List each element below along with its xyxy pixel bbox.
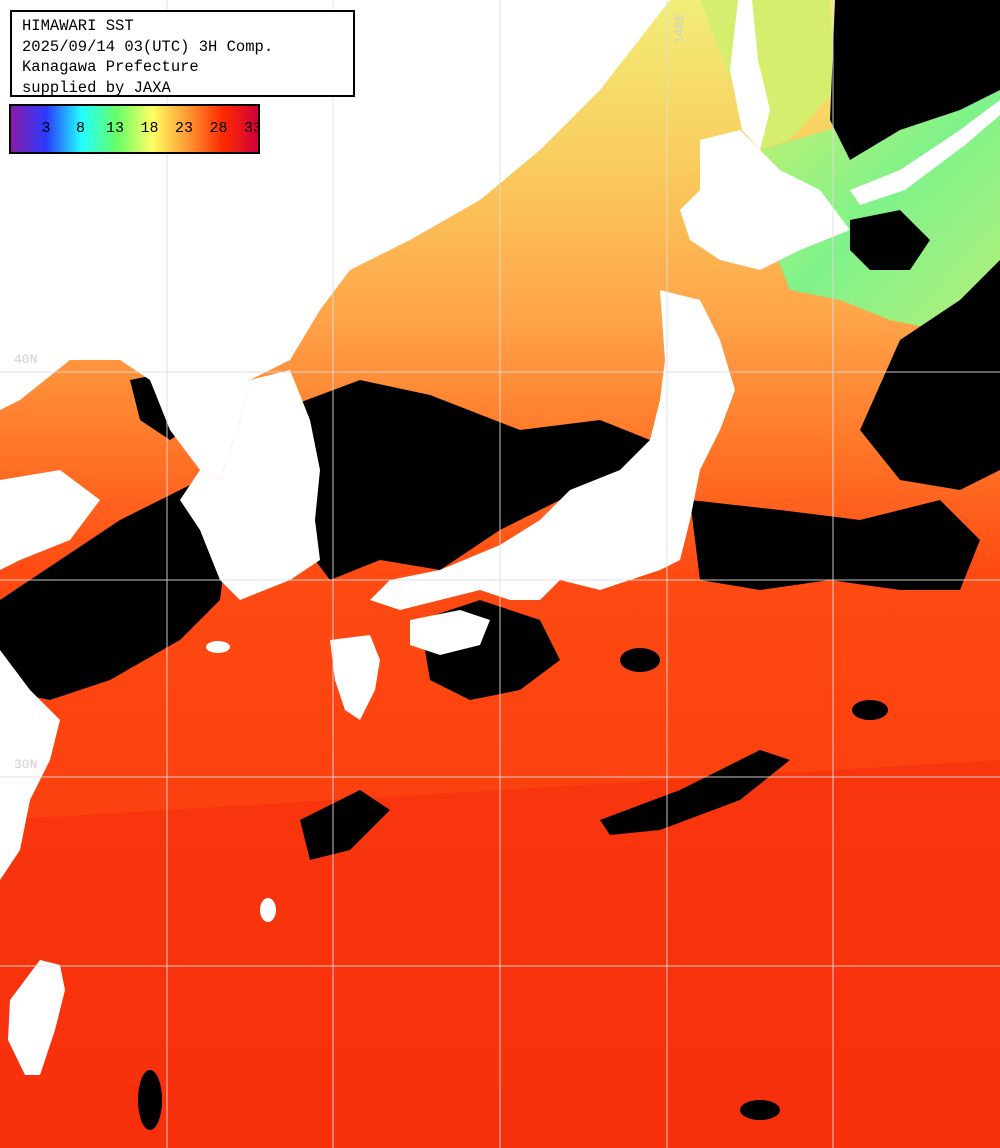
cloud-hokkaido-east	[850, 210, 930, 270]
cloud-kuril	[860, 260, 1000, 490]
cold-water-north-pacific	[760, 80, 1000, 330]
cloud-patch-4	[138, 1070, 162, 1130]
cloud-east-china-sea	[300, 790, 390, 860]
land-sakhalin	[730, 0, 770, 150]
title-line-provider: Kanagawa Prefecture	[22, 58, 199, 76]
lat-label-upper: 40N	[14, 352, 38, 367]
legend-tick-8: 8	[75, 120, 86, 137]
color-legend: 3 8 13 18 23 28 33	[9, 104, 260, 154]
land-kyushu	[330, 635, 380, 720]
legend-tick-13: 13	[105, 120, 125, 137]
cloud-patch-2	[620, 648, 660, 672]
land-jeju	[206, 641, 230, 653]
land-honshu	[370, 290, 735, 610]
legend-tick-3: 3	[41, 120, 51, 137]
legend-tick-18: 18	[140, 120, 159, 137]
title-box: HIMAWARI SST 2025/09/14 03(UTC) 3H Comp.…	[10, 10, 355, 97]
lon-label-right: 140E	[672, 12, 687, 44]
title-line-supplier: supplied by JAXA	[22, 78, 171, 97]
land-hokkaido	[680, 130, 850, 270]
cloud-philippine-sea	[600, 750, 790, 835]
cloud-sea-of-japan	[280, 380, 650, 580]
land-okinawa	[260, 898, 276, 922]
legend-tick-labels: 3 8 13 18 23 28 33	[11, 106, 258, 152]
cloud-patch-5	[740, 1100, 780, 1120]
cloud-okhotsk	[830, 0, 1000, 160]
land-shikoku	[410, 610, 490, 655]
land-korean-peninsula	[180, 370, 320, 600]
title-line-product: HIMAWARI SST	[22, 17, 134, 35]
land-kuril-islands	[850, 100, 1000, 205]
legend-tick-28: 28	[209, 120, 228, 137]
legend-tick-33: 33	[243, 120, 258, 137]
cloud-pacific-east	[690, 500, 980, 590]
legend-tick-23: 23	[174, 120, 194, 137]
land-taiwan	[8, 960, 65, 1075]
cloud-patch-3	[852, 700, 888, 720]
lat-label-lower: 30N	[14, 757, 38, 772]
title-line-datetime: 2025/09/14 03(UTC) 3H Comp.	[22, 37, 274, 56]
land-china-east-coast	[0, 650, 60, 880]
legend-color-bar	[11, 106, 258, 152]
land-china-coast	[0, 470, 100, 570]
cloud-yellow-sea	[0, 480, 230, 700]
